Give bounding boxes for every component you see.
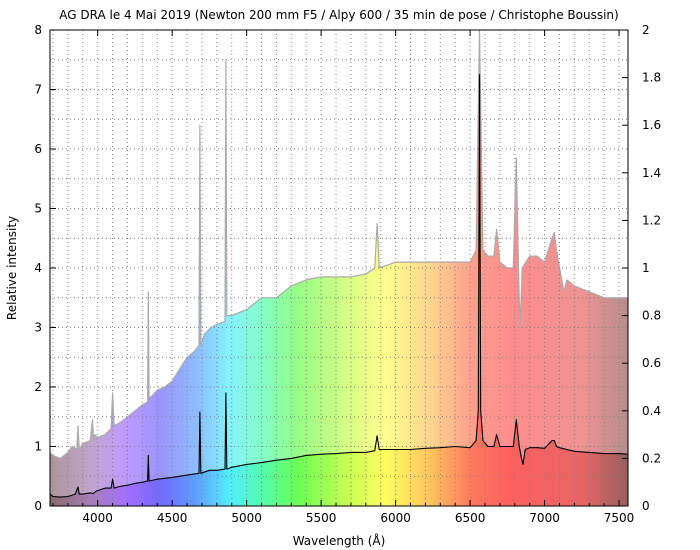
y2-tick-label: 0.6 bbox=[642, 356, 661, 370]
x-tick-label: 4500 bbox=[157, 511, 188, 525]
x-tick-label: 6500 bbox=[455, 511, 486, 525]
x-tick-label: 4000 bbox=[82, 511, 113, 525]
y2-tick-label: 1.6 bbox=[642, 118, 661, 132]
y-tick-label: 2 bbox=[34, 380, 42, 394]
y2-tick-label: 0.2 bbox=[642, 451, 661, 465]
y2-tick-label: 0 bbox=[642, 499, 650, 513]
y-tick-label: 8 bbox=[34, 23, 42, 37]
series-line-raw-spectrum bbox=[50, 30, 628, 459]
y2-tick-label: 1 bbox=[642, 261, 650, 275]
y2-tick-label: 0.8 bbox=[642, 309, 661, 323]
chart-title: AG DRA le 4 Mai 2019 (Newton 200 mm F5 /… bbox=[59, 8, 618, 22]
series-line-normalized-spectrum bbox=[50, 74, 628, 498]
y-tick-label: 6 bbox=[34, 142, 42, 156]
y2-tick-label: 1.8 bbox=[642, 71, 661, 85]
y2-tick-label: 1.2 bbox=[642, 213, 661, 227]
y2-tick-label: 1.4 bbox=[642, 166, 661, 180]
y-tick-label: 4 bbox=[34, 261, 42, 275]
x-tick-label: 6000 bbox=[380, 511, 411, 525]
x-tick-label: 5000 bbox=[231, 511, 262, 525]
y-tick-label: 3 bbox=[34, 321, 42, 335]
x-tick-label: 5500 bbox=[306, 511, 337, 525]
x-tick-label: 7000 bbox=[529, 511, 560, 525]
spectrum-fill-core bbox=[50, 74, 628, 506]
x-axis-title: Wavelength (Å) bbox=[293, 533, 386, 548]
y-axis-title: Relative intensity bbox=[5, 216, 19, 320]
y2-tick-label: 2 bbox=[642, 23, 650, 37]
y-tick-label: 5 bbox=[34, 202, 42, 216]
x-tick-label: 7500 bbox=[604, 511, 635, 525]
y-tick-label: 7 bbox=[34, 83, 42, 97]
y-tick-label: 0 bbox=[34, 499, 42, 513]
y-tick-label: 1 bbox=[34, 440, 42, 454]
y2-tick-label: 0.4 bbox=[642, 404, 661, 418]
